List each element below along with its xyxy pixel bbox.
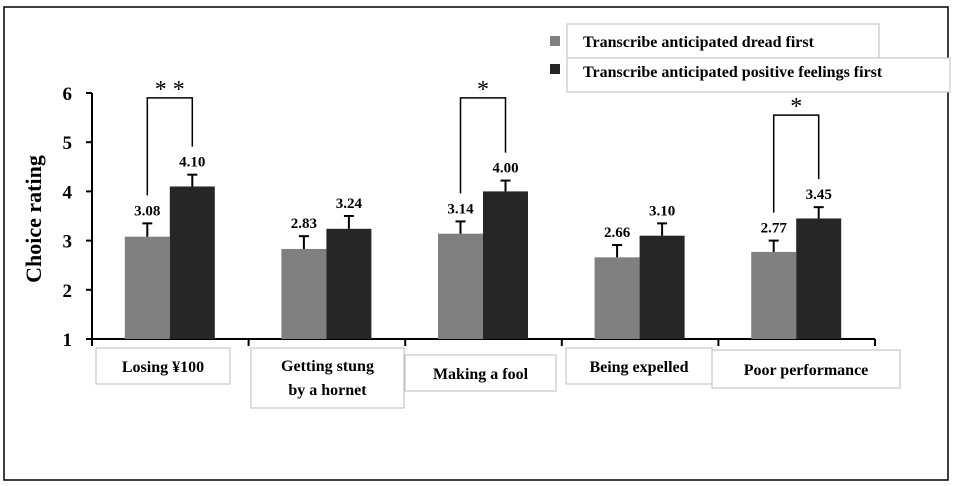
significance-marker: * [790,94,802,120]
x-tick-label: Getting stung [281,358,374,375]
bar-series1-cat2 [281,248,327,339]
data-label: 2.77 [761,221,788,237]
x-tick-label: by a hornet [288,382,367,399]
legend-box [566,23,880,59]
y-axis-label: Choice rating [21,155,46,283]
x-tick-label: Making a fool [433,366,529,383]
legend-box [566,57,951,93]
data-label: 3.24 [336,196,363,212]
data-label: 3.08 [134,203,160,219]
category-label-box [711,349,901,389]
significance-bracket [772,114,820,213]
y-tick-label: 4 [63,182,73,203]
y-tick-label: 5 [63,133,73,154]
category-label-box [95,347,231,385]
bar-series1-cat3 [438,233,483,339]
significance-marker: * * [155,77,185,103]
bar-series2-cat1 [169,186,215,339]
data-label: 4.10 [179,155,205,171]
data-label: 4.00 [492,161,518,177]
category-label-box [250,347,405,409]
chart-frame [3,6,949,481]
x-tick-label: Losing ¥100 [122,359,204,376]
legend-swatch [550,64,560,74]
data-label: 3.45 [806,187,832,203]
category-label-box [565,347,713,385]
y-tick-label: 3 [63,232,73,253]
data-label: 2.83 [291,216,317,232]
data-label: 3.14 [447,201,474,217]
bar-series2-cat4 [639,235,685,339]
significance-bracket [146,97,194,196]
bar-series1-cat4 [594,257,640,339]
category-label-box [404,354,557,392]
bar-series1-cat5 [751,251,797,339]
bar-series2-cat2 [326,228,372,339]
x-tick-label: Being expelled [589,359,688,376]
legend-entry: Transcribe anticipated dread first [583,34,815,51]
bar-series1-cat1 [124,236,170,339]
y-tick-label: 6 [63,84,73,105]
significance-bracket [459,97,507,194]
bar-series2-cat3 [483,191,528,339]
legend-entry: Transcribe anticipated positive feelings… [583,64,883,81]
data-label: 3.10 [649,203,675,219]
significance-marker: * [477,77,489,103]
y-tick-label: 2 [63,281,73,302]
legend-swatch [550,36,560,46]
bar-series2-cat5 [796,218,842,339]
y-tick-label: 1 [63,330,73,351]
data-label: 2.66 [604,225,631,241]
x-tick-label: Poor performance [744,362,869,379]
